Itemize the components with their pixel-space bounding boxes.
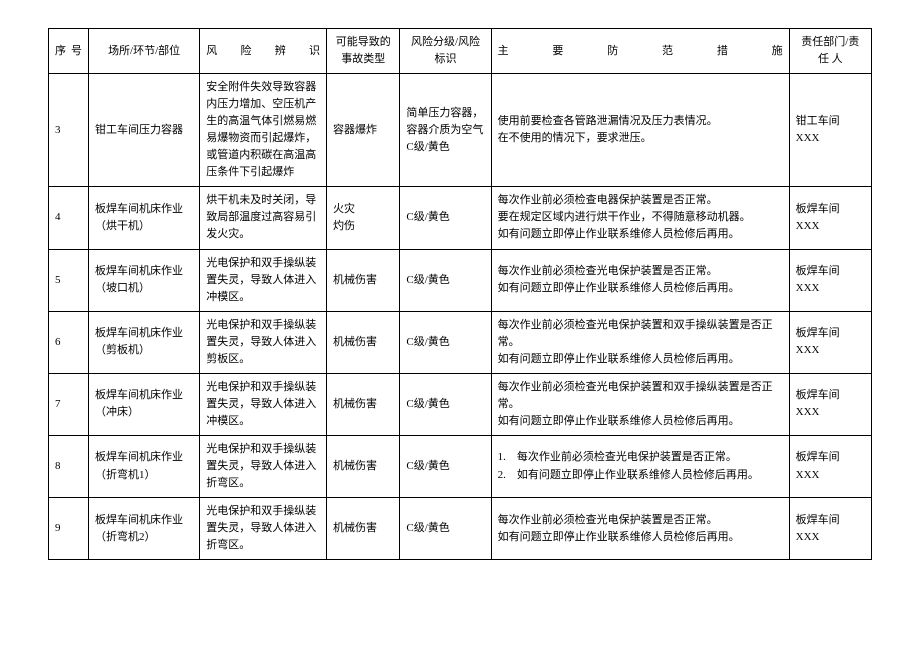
table-row: 9板焊车间机床作业（折弯机2）光电保护和双手操纵装置失灵，导致人体进入折弯区。机…: [49, 498, 872, 560]
cell-place: 板焊车间机床作业（坡口机）: [89, 249, 200, 311]
cell-seq: 7: [49, 373, 89, 435]
cell-hazard: 光电保护和双手操纵装置失灵，导致人体进入折弯区。: [200, 498, 327, 560]
cell-level: C级/黄色: [400, 498, 491, 560]
cell-seq: 3: [49, 74, 89, 187]
cell-level: C级/黄色: [400, 435, 491, 497]
cell-measure: 每次作业前必须检查光电保护装置和双手操纵装置是否正常。 如有问题立即停止作业联系…: [491, 311, 789, 373]
cell-resp: 板焊车间 XXX: [789, 373, 871, 435]
header-hazard: 风 险 辨 识: [200, 29, 327, 74]
cell-seq: 9: [49, 498, 89, 560]
header-row: 序 号 场所/环节/部位 风 险 辨 识 可能导致的事故类型 风险分级/风险标识…: [49, 29, 872, 74]
cell-accident: 机械伤害: [327, 435, 400, 497]
cell-resp: 板焊车间 XXX: [789, 187, 871, 249]
cell-accident: 容器爆炸: [327, 74, 400, 187]
cell-accident: 机械伤害: [327, 498, 400, 560]
header-level: 风险分级/风险标识: [400, 29, 491, 74]
cell-accident: 火灾 灼伤: [327, 187, 400, 249]
cell-seq: 5: [49, 249, 89, 311]
header-seq: 序 号: [49, 29, 89, 74]
cell-measure: 每次作业前必须检查光电保护装置是否正常。 如有问题立即停止作业联系维修人员检修后…: [491, 498, 789, 560]
cell-level: C级/黄色: [400, 187, 491, 249]
cell-place: 板焊车间机床作业（剪板机）: [89, 311, 200, 373]
cell-seq: 4: [49, 187, 89, 249]
cell-measure: 1. 每次作业前必须检查光电保护装置是否正常。 2. 如有问题立即停止作业联系维…: [491, 435, 789, 497]
table-row: 5板焊车间机床作业（坡口机）光电保护和双手操纵装置失灵，导致人体进入冲模区。机械…: [49, 249, 872, 311]
cell-level: C级/黄色: [400, 311, 491, 373]
cell-measure: 每次作业前必须检查电器保护装置是否正常。 要在规定区域内进行烘干作业，不得随意移…: [491, 187, 789, 249]
cell-hazard: 烘干机未及时关闭，导致局部温度过高容易引发火灾。: [200, 187, 327, 249]
risk-table: 序 号 场所/环节/部位 风 险 辨 识 可能导致的事故类型 风险分级/风险标识…: [48, 28, 872, 560]
table-row: 4板焊车间机床作业（烘干机）烘干机未及时关闭，导致局部温度过高容易引发火灾。火灾…: [49, 187, 872, 249]
cell-hazard: 光电保护和双手操纵装置失灵，导致人体进入剪板区。: [200, 311, 327, 373]
cell-resp: 钳工车间 XXX: [789, 74, 871, 187]
cell-place: 板焊车间机床作业（折弯机2）: [89, 498, 200, 560]
cell-hazard: 安全附件失效导致容器内压力增加、空压机产生的高温气体引燃易燃易爆物资而引起爆炸，…: [200, 74, 327, 187]
cell-measure: 每次作业前必须检查光电保护装置和双手操纵装置是否正常。 如有问题立即停止作业联系…: [491, 373, 789, 435]
cell-measure: 每次作业前必须检查光电保护装置是否正常。 如有问题立即停止作业联系维修人员检修后…: [491, 249, 789, 311]
cell-seq: 6: [49, 311, 89, 373]
cell-seq: 8: [49, 435, 89, 497]
cell-accident: 机械伤害: [327, 373, 400, 435]
cell-place: 钳工车间压力容器: [89, 74, 200, 187]
cell-hazard: 光电保护和双手操纵装置失灵，导致人体进入冲模区。: [200, 249, 327, 311]
cell-hazard: 光电保护和双手操纵装置失灵，导致人体进入折弯区。: [200, 435, 327, 497]
table-row: 3钳工车间压力容器安全附件失效导致容器内压力增加、空压机产生的高温气体引燃易燃易…: [49, 74, 872, 187]
cell-place: 板焊车间机床作业（折弯机1）: [89, 435, 200, 497]
cell-place: 板焊车间机床作业（烘干机）: [89, 187, 200, 249]
cell-resp: 板焊车间 XXX: [789, 498, 871, 560]
cell-place: 板焊车间机床作业（冲床）: [89, 373, 200, 435]
cell-level: C级/黄色: [400, 373, 491, 435]
table-body: 3钳工车间压力容器安全附件失效导致容器内压力增加、空压机产生的高温气体引燃易燃易…: [49, 74, 872, 560]
header-accident: 可能导致的事故类型: [327, 29, 400, 74]
cell-resp: 板焊车间 XXX: [789, 311, 871, 373]
cell-accident: 机械伤害: [327, 311, 400, 373]
cell-resp: 板焊车间 XXX: [789, 249, 871, 311]
table-row: 8板焊车间机床作业（折弯机1）光电保护和双手操纵装置失灵，导致人体进入折弯区。机…: [49, 435, 872, 497]
cell-accident: 机械伤害: [327, 249, 400, 311]
header-resp: 责任部门/责 任 人: [789, 29, 871, 74]
cell-hazard: 光电保护和双手操纵装置失灵，导致人体进入冲模区。: [200, 373, 327, 435]
cell-measure: 使用前要检查各管路泄漏情况及压力表情况。 在不使用的情况下，要求泄压。: [491, 74, 789, 187]
table-row: 7板焊车间机床作业（冲床）光电保护和双手操纵装置失灵，导致人体进入冲模区。机械伤…: [49, 373, 872, 435]
table-row: 6板焊车间机床作业（剪板机）光电保护和双手操纵装置失灵，导致人体进入剪板区。机械…: [49, 311, 872, 373]
cell-resp: 板焊车间 XXX: [789, 435, 871, 497]
cell-level: 简单压力容器，容器介质为空气C级/黄色: [400, 74, 491, 187]
cell-level: C级/黄色: [400, 249, 491, 311]
header-measure: 主 要 防 范 措 施: [491, 29, 789, 74]
header-place: 场所/环节/部位: [89, 29, 200, 74]
